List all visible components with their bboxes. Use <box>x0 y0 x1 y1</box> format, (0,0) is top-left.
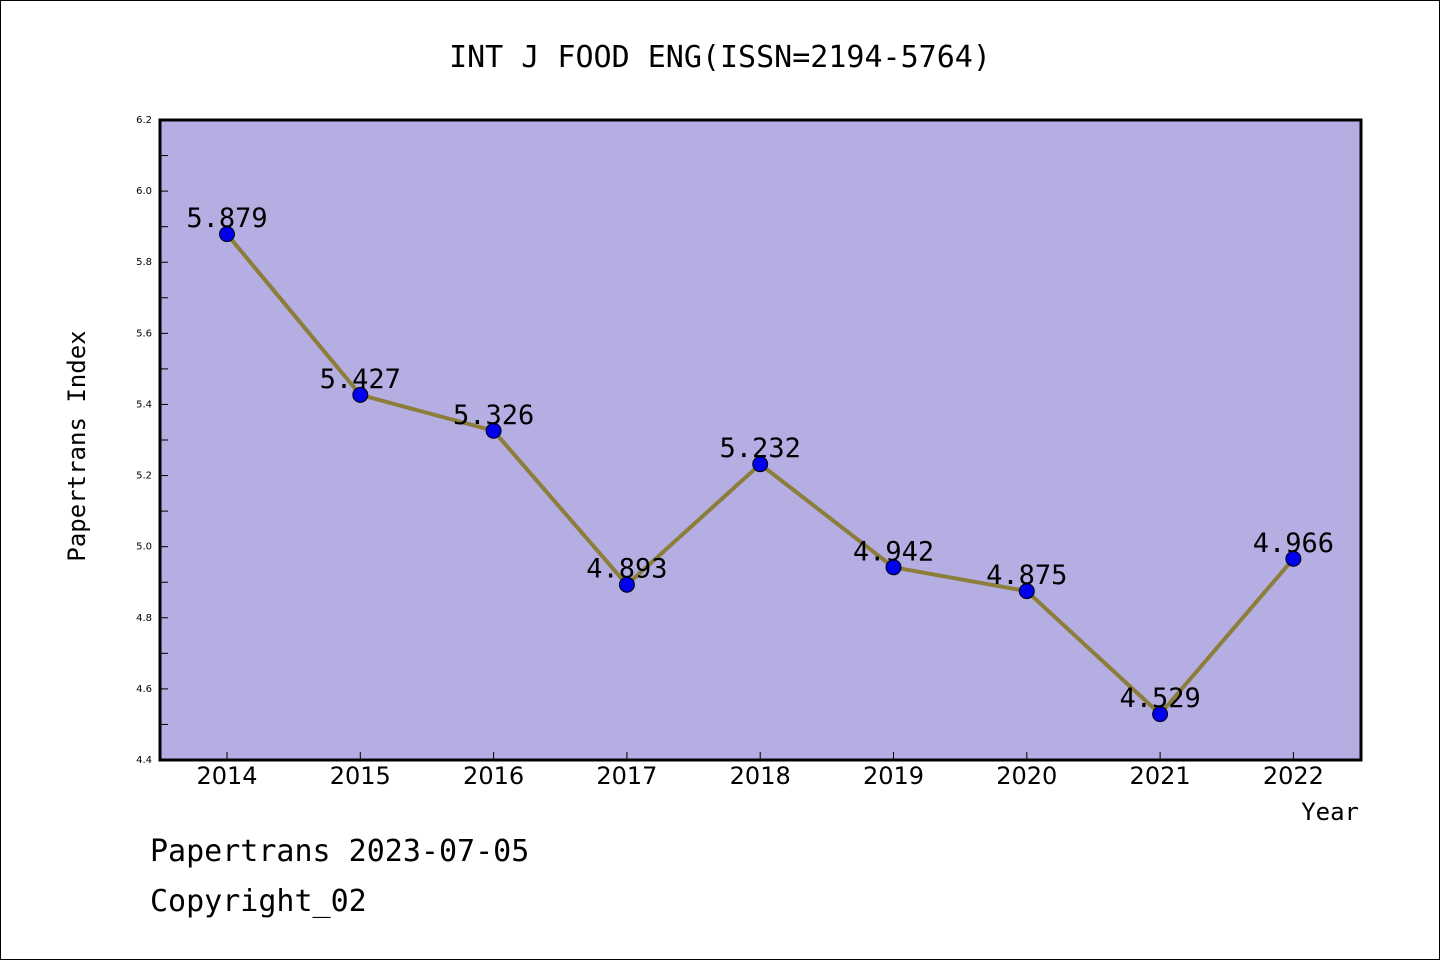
data-label: 5.879 <box>186 203 267 234</box>
data-point <box>1018 583 1035 600</box>
y-tick-label: 4.4 <box>136 755 152 766</box>
data-label: 5.232 <box>720 433 801 464</box>
data-label: 5.326 <box>453 400 534 431</box>
x-axis-label: Year <box>1301 798 1359 826</box>
x-axis: 2014 2015 2016 2017 2018 2019 2020 2021 2022 <box>196 752 1324 790</box>
data-point <box>219 226 235 243</box>
x-tick-label: 2019 <box>863 762 924 790</box>
data-label: 5.427 <box>320 364 401 395</box>
footer-copyright: Copyright_02 <box>150 884 367 919</box>
y-tick-label: 4.8 <box>136 613 152 624</box>
y-tick-label: 4.6 <box>136 684 152 695</box>
series-line-group: 5.879 5.427 5.326 4.893 5.232 4.942 4.875 4.529… <box>186 203 1334 723</box>
x-tick-label: 2016 <box>463 762 524 790</box>
x-tick-label: 2017 <box>596 762 657 790</box>
data-label: 4.875 <box>986 560 1067 591</box>
data-label: 4.966 <box>1253 528 1334 559</box>
footer-date: Papertrans 2023-07-05 <box>150 834 530 869</box>
x-tick-label: 2018 <box>730 762 791 790</box>
data-point <box>485 422 502 439</box>
plot-area <box>158 118 1363 762</box>
data-point <box>352 386 369 403</box>
data-point <box>1152 706 1169 723</box>
chart-title: INT J FOOD ENG(ISSN=2194-5764) <box>449 40 991 75</box>
data-point <box>1285 550 1302 567</box>
data-point <box>752 456 769 473</box>
y-tick-label: 6.2 <box>136 115 152 126</box>
y-axis: 4.4 4.6 4.8 5.0 5.2 5.4 5.6 5.8 6.0 6.2 <box>136 115 168 766</box>
x-tick-label: 2014 <box>196 762 257 790</box>
data-point <box>885 559 902 576</box>
y-tick-label: 5.8 <box>136 257 152 268</box>
y-tick-label: 5.0 <box>136 542 152 553</box>
data-label: 4.893 <box>586 554 667 585</box>
data-label: 4.529 <box>1119 683 1200 714</box>
x-tick-label: 2022 <box>1263 762 1324 790</box>
x-tick-label: 2021 <box>1130 762 1191 790</box>
data-point <box>618 576 635 593</box>
data-label: 4.942 <box>853 536 934 567</box>
y-tick-label: 5.2 <box>136 471 152 482</box>
y-tick-label: 5.6 <box>136 328 152 339</box>
x-tick-label: 2020 <box>996 762 1057 790</box>
y-tick-label: 5.4 <box>136 399 152 410</box>
y-tick-label: 6.0 <box>136 186 152 197</box>
x-tick-label: 2015 <box>330 762 391 790</box>
y-axis-label: Papertrans Index <box>63 330 91 561</box>
